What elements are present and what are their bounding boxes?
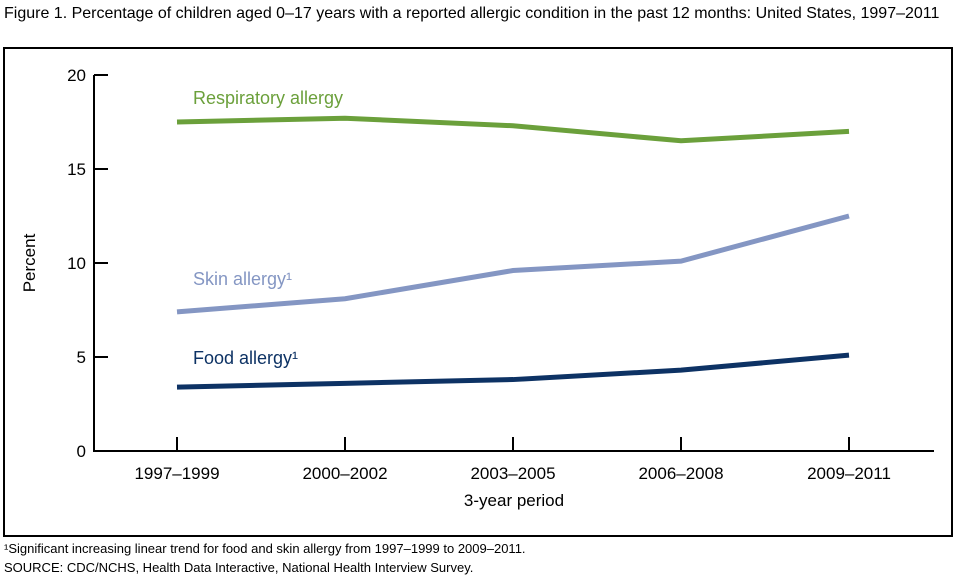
- respiratory-allergy-line: [176, 115, 850, 144]
- x-tick-label: 2006–2008: [638, 464, 723, 483]
- skin-allergy-line: [176, 213, 850, 315]
- footnote-source: SOURCE: CDC/NCHS, Health Data Interactiv…: [4, 560, 474, 575]
- x-tick-label: 2000–2002: [302, 464, 387, 483]
- y-tick-label: 15: [67, 160, 86, 179]
- series-label-2: Food allergy¹: [193, 348, 299, 368]
- y-tick-label: 0: [77, 442, 86, 461]
- y-tick-label: 5: [77, 348, 86, 367]
- chart-frame: [3, 47, 953, 537]
- series-label-1: Skin allergy¹: [193, 269, 293, 289]
- x-tick-label: 2003–2005: [470, 464, 555, 483]
- y-tick-label: 20: [67, 66, 86, 85]
- y-tick-label: 10: [67, 254, 86, 273]
- series-label-0: Respiratory allergy: [193, 88, 344, 108]
- footnote-significance: ¹Significant increasing linear trend for…: [4, 541, 526, 556]
- x-tick-label: 1997–1999: [134, 464, 219, 483]
- figure-title: Figure 1. Percentage of children aged 0–…: [4, 5, 940, 22]
- x-axis-title: 3-year period: [463, 491, 565, 510]
- y-axis-title: Percent: [20, 233, 39, 293]
- food-allergy-line: [176, 352, 850, 390]
- x-tick-label: 2009–2011: [807, 464, 891, 483]
